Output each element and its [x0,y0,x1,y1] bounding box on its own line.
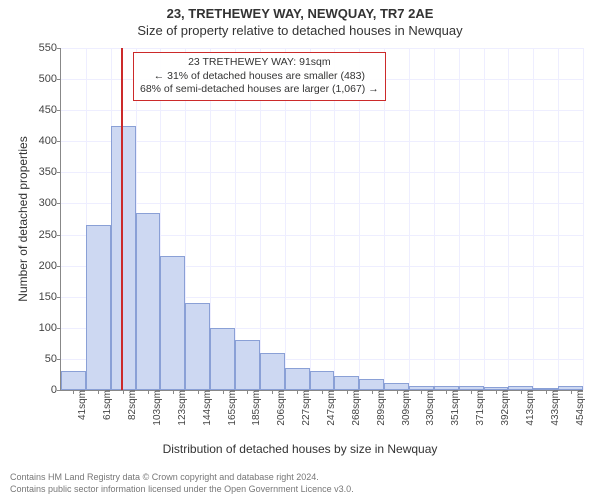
histogram-bar [359,379,384,390]
ytick-label: 200 [39,260,61,272]
gridline-h [61,48,583,49]
ytick-label: 300 [39,197,61,209]
xtick-label: 392sqm [496,390,511,426]
ytick-label: 250 [39,229,61,241]
xtick-label: 433sqm [546,390,561,426]
xtick-label: 41sqm [73,390,88,420]
ytick-label: 550 [39,42,61,54]
gridline-v [409,48,410,390]
histogram-bar [160,256,185,390]
gridline-v [434,48,435,390]
histogram-bar [210,328,235,390]
xtick-label: 351sqm [446,390,461,426]
xtick-label: 268sqm [347,390,362,426]
gridline-v [583,48,584,390]
xtick-label: 206sqm [272,390,287,426]
gridline-h [61,110,583,111]
gridline-v [558,48,559,390]
xtick-label: 454sqm [571,390,586,426]
histogram-bar [185,303,210,390]
xtick-label: 227sqm [297,390,312,426]
ytick-label: 150 [39,291,61,303]
annotation-line: 68% of semi-detached houses are larger (… [140,83,379,97]
xtick-label: 247sqm [322,390,337,426]
gridline-h [61,172,583,173]
gridline-v [533,48,534,390]
footer-line1: Contains HM Land Registry data © Crown c… [10,472,319,482]
ytick-label: 100 [39,322,61,334]
histogram-plot: 05010015020025030035040045050055041sqm61… [60,48,583,391]
y-axis-label: Number of detached properties [16,129,30,309]
histogram-bar [310,371,335,390]
xtick-label: 61sqm [98,390,113,420]
xtick-label: 103sqm [148,390,163,426]
xtick-label: 185sqm [247,390,262,426]
xtick-label: 289sqm [372,390,387,426]
histogram-bar [260,353,285,390]
histogram-bar [136,213,161,390]
histogram-bar [86,225,111,390]
ytick-label: 450 [39,104,61,116]
ytick-label: 50 [45,353,61,365]
xtick-label: 309sqm [397,390,412,426]
xtick-label: 330sqm [421,390,436,426]
footer-line2: Contains public sector information licen… [10,484,354,494]
annotation-box: 23 TRETHEWEY WAY: 91sqm← 31% of detached… [133,52,386,101]
gridline-v [459,48,460,390]
footer-attribution: Contains HM Land Registry data © Crown c… [0,472,600,495]
ytick-label: 0 [51,384,61,396]
histogram-bar [334,376,359,390]
annotation-line: ← 31% of detached houses are smaller (48… [140,70,379,84]
gridline-h [61,203,583,204]
ytick-label: 400 [39,135,61,147]
histogram-bar [235,340,260,390]
xtick-label: 82sqm [123,390,138,420]
histogram-bar [61,371,86,390]
xtick-label: 413sqm [521,390,536,426]
gridline-v [508,48,509,390]
ytick-label: 350 [39,166,61,178]
ytick-label: 500 [39,73,61,85]
reference-marker-line [121,48,123,390]
gridline-v [484,48,485,390]
histogram-bar [285,368,310,390]
xtick-label: 144sqm [198,390,213,426]
annotation-line: 23 TRETHEWEY WAY: 91sqm [140,56,379,70]
xtick-label: 371sqm [471,390,486,426]
xtick-label: 123sqm [173,390,188,426]
page-title: 23, TRETHEWEY WAY, NEWQUAY, TR7 2AE [0,0,600,21]
xtick-label: 165sqm [223,390,238,426]
page-subtitle: Size of property relative to detached ho… [0,21,600,38]
gridline-h [61,141,583,142]
x-axis-label: Distribution of detached houses by size … [0,442,600,456]
histogram-bar [384,383,409,390]
